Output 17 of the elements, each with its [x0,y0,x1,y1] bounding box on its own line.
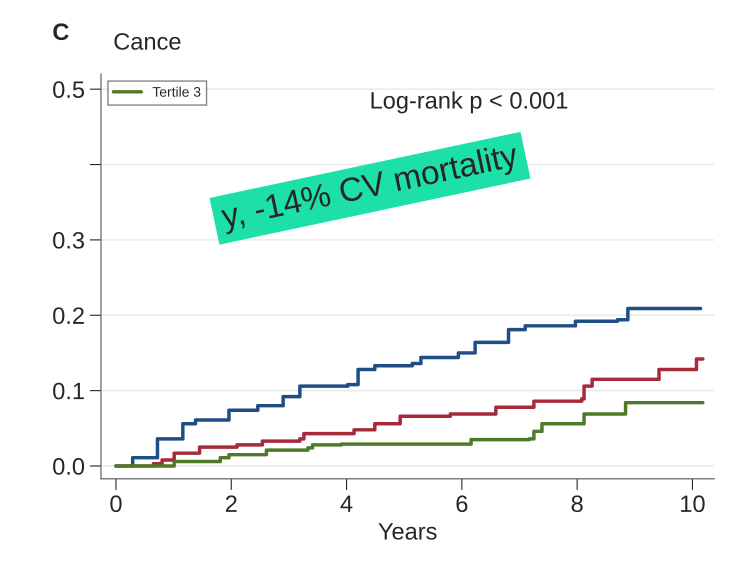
y-tick-label: 0.3 [53,232,84,249]
annotation: Log-rank p < 0.001 [372,91,568,114]
x-tick-label: 10 [681,495,705,512]
x-tick-label: 8 [572,495,583,512]
y-tick-label: 0.5 [53,81,84,98]
y-tick-label: 0.2 [53,307,84,324]
x-axis-title: Years [378,523,437,540]
text: C [53,23,69,40]
x-tick-label: 4 [340,496,352,512]
chart-title: Cance [114,33,180,50]
y-tick-label: 0.1 [53,382,84,400]
annotation: y, -14% CV mortality [219,142,521,235]
y-tick-label: 0.0 [53,458,84,475]
x-tick-label: 2 [226,495,237,512]
x-tick-label: 6 [456,495,468,512]
legend-label: Tertile 3 [152,86,200,97]
x-tick-label: 0 [110,495,122,512]
